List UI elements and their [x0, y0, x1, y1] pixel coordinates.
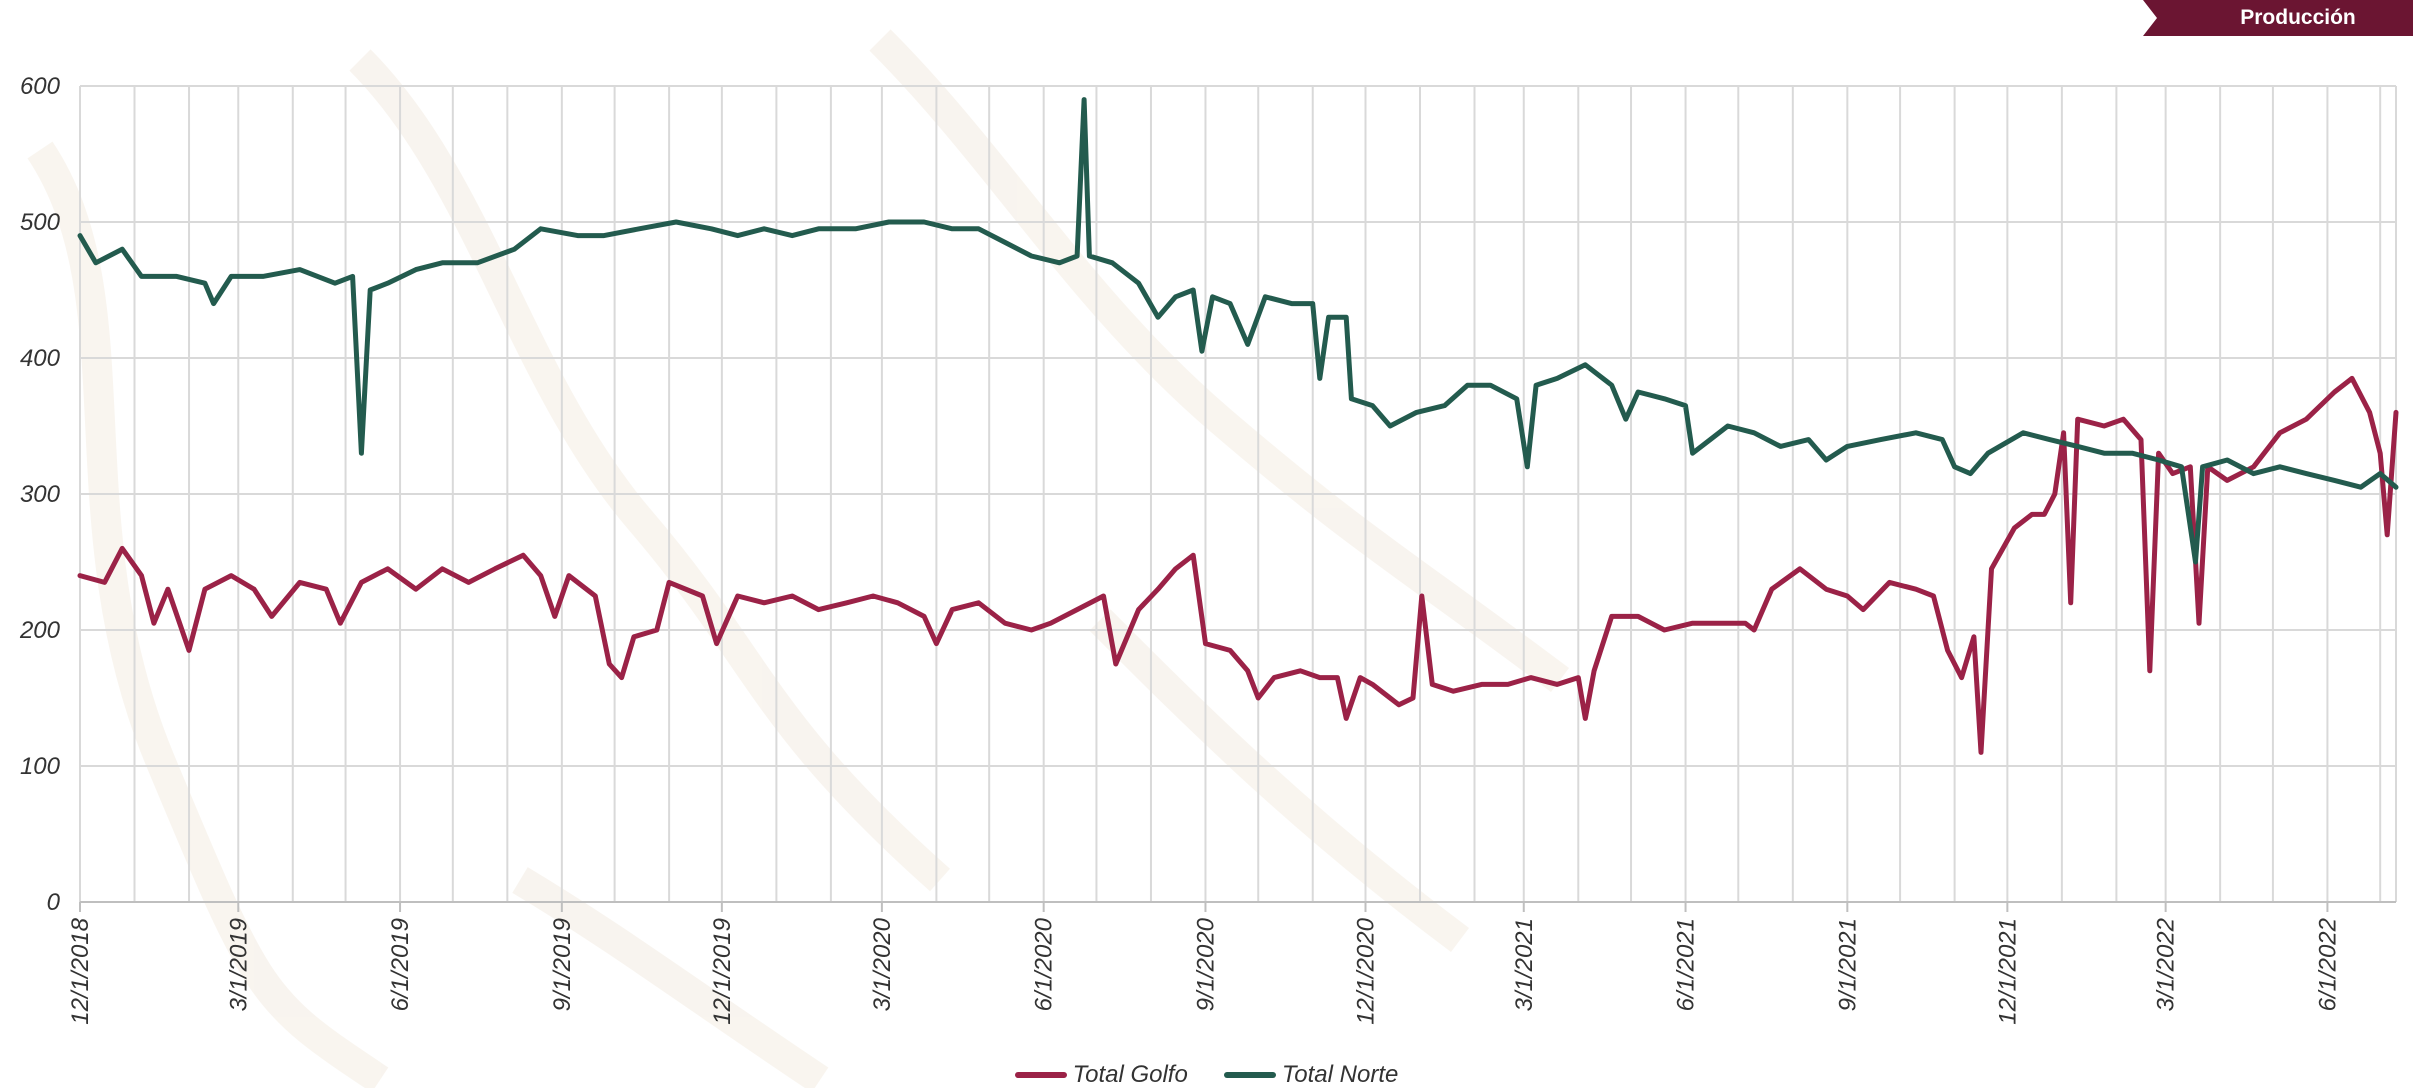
x-tick-label: 3/1/2021 — [1511, 918, 1538, 1011]
x-tick-label: 9/1/2019 — [549, 918, 576, 1011]
section-badge: Producción — [2143, 0, 2413, 36]
legend-swatch-total-golfo — [1014, 1072, 1067, 1078]
x-tick-label: 6/1/2021 — [1673, 918, 1700, 1011]
grid-lines — [79, 85, 2397, 903]
y-tick-label: 100 — [20, 753, 61, 780]
x-tick-label: 6/1/2022 — [2314, 918, 2341, 1011]
legend-item-total-norte: Total Norte — [1223, 1061, 1399, 1089]
x-tick-label: 3/1/2019 — [225, 918, 252, 1011]
y-tick-label: 600 — [20, 73, 61, 100]
legend-label-total-golfo: Total Golfo — [1072, 1061, 1188, 1088]
x-tick-label: 12/1/2020 — [1352, 917, 1379, 1024]
x-tick-label: 12/1/2018 — [67, 917, 94, 1024]
series-line-total-norte — [77, 97, 2399, 565]
section-badge-label: Producción — [2240, 6, 2356, 29]
x-axis: 12/1/2018 3/1/2019 6/1/2019 9/1/2019 12/1/20… — [67, 901, 2396, 1025]
x-tick-label: 12/1/2019 — [709, 918, 736, 1025]
y-axis: 0 100 200 300 400 500 600 — [19, 73, 61, 916]
background-watermark — [27, 29, 1569, 1088]
y-tick-label: 400 — [20, 345, 61, 372]
x-tick-label: 3/1/2022 — [2153, 918, 2180, 1011]
x-tick-label: 3/1/2020 — [869, 917, 896, 1011]
x-tick-label: 6/1/2020 — [1031, 917, 1058, 1011]
x-tick-label: 9/1/2020 — [1192, 917, 1219, 1011]
series-line-total-golfo — [77, 375, 2399, 755]
y-tick-label: 300 — [20, 481, 61, 508]
y-tick-label: 0 — [47, 889, 61, 916]
legend-swatch-total-norte — [1223, 1072, 1276, 1078]
x-tick-label: 12/1/2021 — [1994, 918, 2021, 1025]
x-tick-label: 6/1/2019 — [387, 918, 414, 1011]
legend-label-total-norte: Total Norte — [1281, 1061, 1399, 1088]
legend-item-total-golfo: Total Golfo — [1014, 1061, 1188, 1089]
y-tick-label: 500 — [20, 209, 61, 236]
series-layer — [77, 97, 2399, 755]
x-tick-label: 9/1/2021 — [1834, 918, 1861, 1011]
chart-legend: Total Golfo Total Norte — [0, 1058, 2413, 1092]
y-tick-label: 200 — [19, 617, 61, 644]
